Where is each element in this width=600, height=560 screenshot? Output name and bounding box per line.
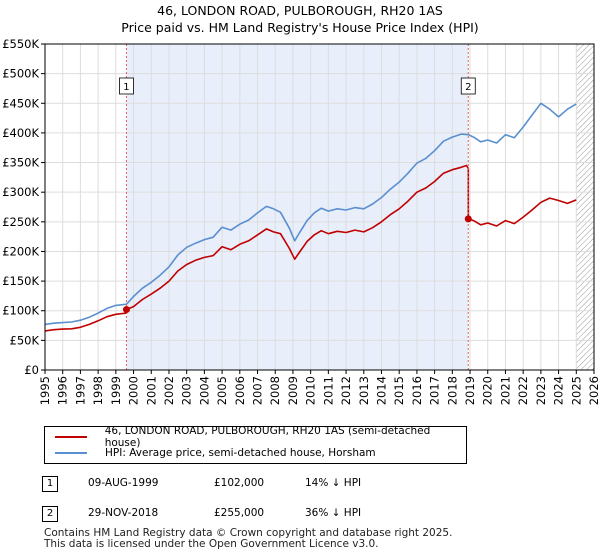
x-tick-label: 2026	[587, 376, 600, 405]
x-tick-label: 1996	[56, 376, 70, 405]
y-tick-label: £500K	[2, 67, 39, 81]
y-tick-label: £250K	[2, 215, 39, 229]
x-tick-label: 2010	[304, 376, 318, 405]
price-chart: 1 2 £0 £50K £100K £150K £200K £250K £300K £350K £…	[2, 37, 600, 405]
footer-copyright: Contains HM Land Registry data © Crown c…	[44, 527, 453, 539]
y-tick-label: £400K	[2, 126, 39, 140]
transaction-price: £102,000	[214, 477, 265, 489]
legend-item-property: 46, LONDON ROAD, PULBOROUGH, RH20 1AS (s…	[55, 425, 466, 449]
x-tick-label: 2013	[357, 376, 371, 405]
x-tick-label: 2023	[534, 376, 548, 405]
x-tick-label: 2018	[445, 376, 459, 405]
chart-title: 46, LONDON ROAD, PULBOROUGH, RH20 1AS	[157, 3, 443, 18]
x-tick-label: 2025	[569, 376, 583, 405]
ownership-shade	[126, 44, 469, 370]
transaction-price: £255,000	[214, 507, 265, 519]
transaction-marker: 2	[42, 506, 58, 522]
legend-swatch-property	[55, 436, 87, 438]
y-tick-label: £300K	[2, 185, 39, 199]
x-tick-label: 2014	[374, 376, 388, 405]
y-tick-label: £50K	[10, 333, 40, 347]
footer-license: This data is licensed under the Open Gov…	[44, 538, 379, 550]
y-tick-label: £200K	[2, 244, 39, 258]
x-tick-label: 2019	[463, 376, 477, 405]
chart-subtitle: Price paid vs. HM Land Registry's House …	[121, 20, 479, 35]
hpi-line	[44, 102, 577, 326]
y-tick-label: £100K	[2, 304, 39, 318]
x-tick-label: 2004	[197, 376, 211, 405]
x-tick-label: 2009	[286, 376, 300, 405]
legend: 46, LONDON ROAD, PULBOROUGH, RH20 1AS (s…	[44, 425, 467, 464]
x-tick-label: 2011	[321, 376, 335, 405]
x-tick-label: 2024	[552, 376, 566, 405]
x-tick-label: 2001	[144, 376, 158, 405]
x-tick-label: 1999	[109, 376, 123, 405]
x-tick-label: 2017	[428, 376, 442, 405]
x-tick-label: 2006	[233, 376, 247, 405]
x-tick-label: 2005	[215, 376, 229, 405]
x-tick-label: 2015	[392, 376, 406, 405]
x-tick-label: 2003	[180, 376, 194, 405]
legend-label-property: 46, LONDON ROAD, PULBOROUGH, RH20 1AS (s…	[104, 425, 431, 449]
x-tick-label: 2022	[516, 376, 530, 405]
legend-swatch-hpi	[55, 452, 87, 454]
sale-label-box	[460, 77, 476, 95]
sale-label: 1	[123, 82, 129, 93]
transaction-hpi-diff: 14% ↓ HPI	[305, 477, 362, 489]
x-tick-label: 2007	[251, 376, 265, 405]
x-tick-label: 2012	[339, 376, 353, 405]
sale-point	[464, 215, 472, 223]
x-tick-label: 2016	[410, 376, 424, 405]
legend-item-hpi: HPI: Average price, semi-detached house,…	[55, 446, 376, 460]
x-tick-label: 2002	[162, 376, 176, 405]
legend-label-hpi: HPI: Average price, semi-detached house,…	[105, 447, 376, 459]
y-tick-label: £550K	[2, 37, 39, 51]
sale-label: 2	[465, 82, 471, 93]
x-tick-label: 1995	[38, 376, 52, 405]
forecast-hatch	[576, 44, 594, 370]
footer: Contains HM Land Registry data © Crown c…	[44, 528, 452, 550]
y-tick-label: £450K	[2, 96, 39, 110]
transaction-marker: 1	[42, 476, 58, 492]
x-tick-label: 1997	[73, 376, 87, 405]
transaction-date: 29-NOV-2018	[88, 507, 159, 519]
plot-frame	[44, 43, 595, 371]
x-tick-label: 1998	[91, 376, 105, 405]
sale-point	[122, 306, 130, 314]
y-tick-label: £0	[24, 363, 39, 377]
x-tick-label: 2000	[127, 376, 141, 405]
y-tick-label: £350K	[2, 156, 39, 170]
x-tick-label: 2020	[481, 376, 495, 405]
transaction-hpi-diff: 36% ↓ HPI	[305, 507, 362, 519]
property-price-line	[44, 164, 577, 332]
x-tick-label: 2021	[498, 376, 512, 405]
x-tick-label: 2008	[268, 376, 282, 405]
transaction-date: 09-AUG-1999	[88, 477, 159, 489]
sale-label-box	[119, 77, 134, 95]
y-tick-label: £150K	[2, 274, 39, 288]
